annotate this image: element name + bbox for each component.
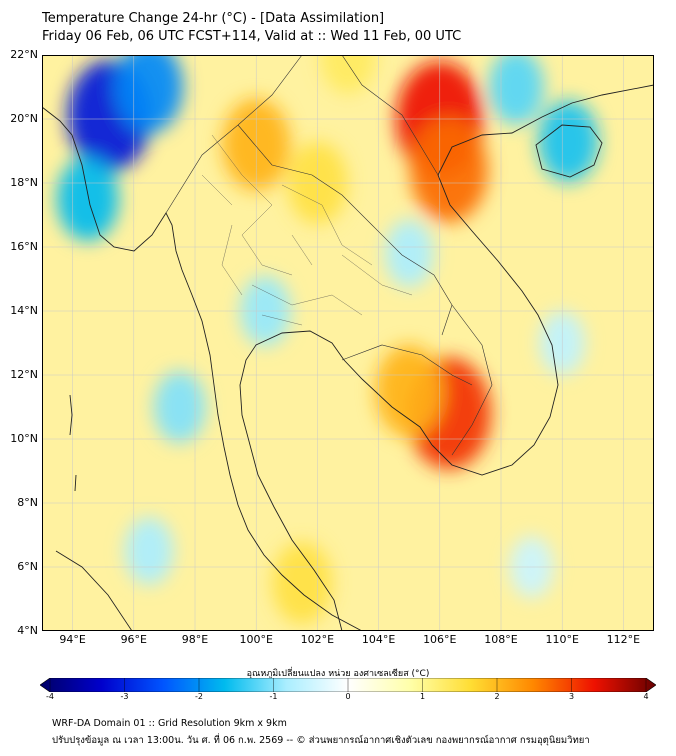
coastline-west xyxy=(42,106,363,631)
coastlines xyxy=(42,84,654,631)
anomaly-warm-yunnan xyxy=(319,55,377,94)
lon-label: 112°E xyxy=(606,633,641,646)
lat-label: 6°N xyxy=(17,560,38,573)
coastline-gulf-west xyxy=(239,330,433,631)
map-subtitle: Friday 06 Feb, 06 UTC FCST+114, Valid at… xyxy=(42,29,462,44)
anomaly-warm-malay-peninsula xyxy=(272,542,333,624)
anomaly-cold-hainan xyxy=(538,100,599,183)
colorbar-tick-label: 2 xyxy=(494,692,500,701)
colorbar-tick-label: -4 xyxy=(46,692,54,701)
anomaly-cold-gulf-tonkin xyxy=(488,55,544,125)
coastline-indochina xyxy=(431,84,654,476)
map-panel xyxy=(42,55,654,631)
colorbar-tick-label: -1 xyxy=(269,692,278,701)
lon-label: 100°E xyxy=(239,633,273,646)
coastline-sumatra xyxy=(55,550,133,631)
colorbar-tick-label: -3 xyxy=(120,692,129,701)
lon-label: 96°E xyxy=(120,633,148,646)
lat-label: 22°N xyxy=(10,48,38,61)
anomaly-cold-myanmar-west xyxy=(57,157,119,241)
anomaly-warm-cambodia-south xyxy=(375,345,444,437)
lon-label: 110°E xyxy=(545,633,579,646)
lon-label: 94°E xyxy=(59,633,86,646)
colorbar-title: อุณหภูมิเปลี่ยนแปลง หน่วย องศาเซลเซียส (… xyxy=(246,669,430,679)
colorbar-tick-label: 4 xyxy=(643,692,649,701)
map-canvas xyxy=(42,55,654,631)
credits-line: ปรับปรุงข้อมูล ณ เวลา 13:00น. วัน ศ. ที่… xyxy=(52,735,590,746)
lat-label: 14°N xyxy=(10,304,38,317)
border-laos-vietnam xyxy=(341,55,439,176)
graticule xyxy=(42,55,654,631)
province-lines xyxy=(201,134,413,326)
map-title: Temperature Change 24-hr (°C) - [Data As… xyxy=(42,11,385,26)
lat-label: 20°N xyxy=(10,112,38,125)
anomaly-cold-myanmar-central xyxy=(115,55,184,133)
lat-label: 4°N xyxy=(17,624,38,637)
map-frame xyxy=(42,55,654,631)
lon-label: 106°E xyxy=(423,633,457,646)
lon-label: 102°E xyxy=(300,633,335,646)
lat-label: 8°N xyxy=(17,496,38,509)
colorbar-tick-label: 1 xyxy=(419,692,426,701)
colorbar-tick-label: 0 xyxy=(345,692,351,701)
lon-label: 98°E xyxy=(181,633,209,646)
lat-label: 12°N xyxy=(10,368,38,381)
border-thai-cambodia xyxy=(341,344,473,386)
lat-label: 10°N xyxy=(10,432,38,445)
colorbar-tick-label: 3 xyxy=(568,692,575,701)
model-info: WRF-DA Domain 01 :: Grid Resolution 9km … xyxy=(52,718,287,729)
lat-label: 18°N xyxy=(10,176,38,189)
anomaly-cold-cambodia-north xyxy=(384,219,434,288)
border-cambodia-vietnam xyxy=(451,304,493,456)
national-borders xyxy=(165,55,493,456)
anomaly-cold-andaman xyxy=(153,371,206,443)
lon-label: 108°E xyxy=(484,633,518,646)
anomaly-warm-vietnam-north-2 xyxy=(410,118,488,223)
colorbar-tick-label: -2 xyxy=(195,692,203,701)
coastline-andaman xyxy=(69,394,77,492)
colorbar xyxy=(40,678,656,692)
border-thai-laos xyxy=(237,124,453,336)
lon-label: 104°E xyxy=(361,633,396,646)
anomaly-cold-sumatra-north xyxy=(124,517,174,585)
coastline-hainan xyxy=(535,124,603,178)
lat-label: 16°N xyxy=(10,240,38,253)
